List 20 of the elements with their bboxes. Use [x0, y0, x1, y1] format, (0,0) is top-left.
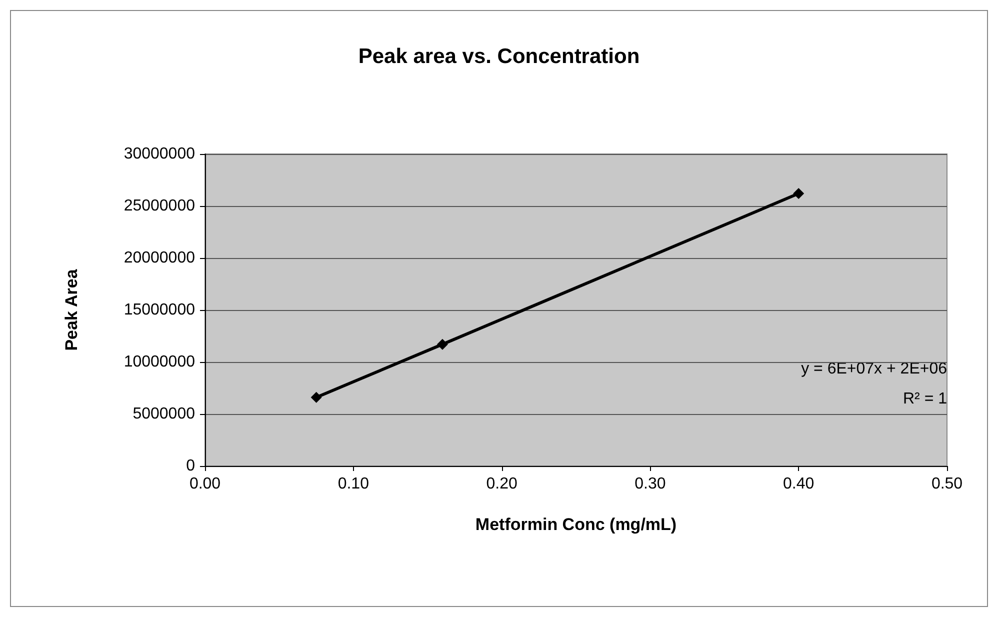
- y-tick-label: 30000000: [124, 146, 196, 162]
- x-axis-title: Metformin Conc (mg/mL): [475, 515, 677, 534]
- x-tick-label: 0.20: [486, 476, 518, 492]
- point: [793, 188, 804, 200]
- y-tick-label: 5000000: [132, 406, 196, 422]
- y-axis-title: Peak Area: [62, 268, 81, 351]
- x-tick-label: 0.10: [338, 476, 370, 492]
- point: [436, 338, 448, 350]
- y-tick-label: 0: [186, 458, 196, 474]
- y-tick-label: 10000000: [124, 354, 196, 370]
- y-tick-label: 15000000: [124, 302, 196, 318]
- x-tick-label: 0.30: [634, 476, 666, 492]
- y-tick-label: 25000000: [124, 198, 196, 214]
- y-tick-label: 20000000: [124, 250, 196, 266]
- x-tick-label: 0.00: [189, 476, 221, 492]
- x-tick-label: 0.50: [931, 476, 963, 492]
- point: [310, 392, 322, 403]
- x-tick-label: 0.40: [783, 476, 814, 492]
- chart-title: Peak area vs. Concentration: [358, 45, 640, 68]
- annotation: R² = 1: [902, 390, 948, 408]
